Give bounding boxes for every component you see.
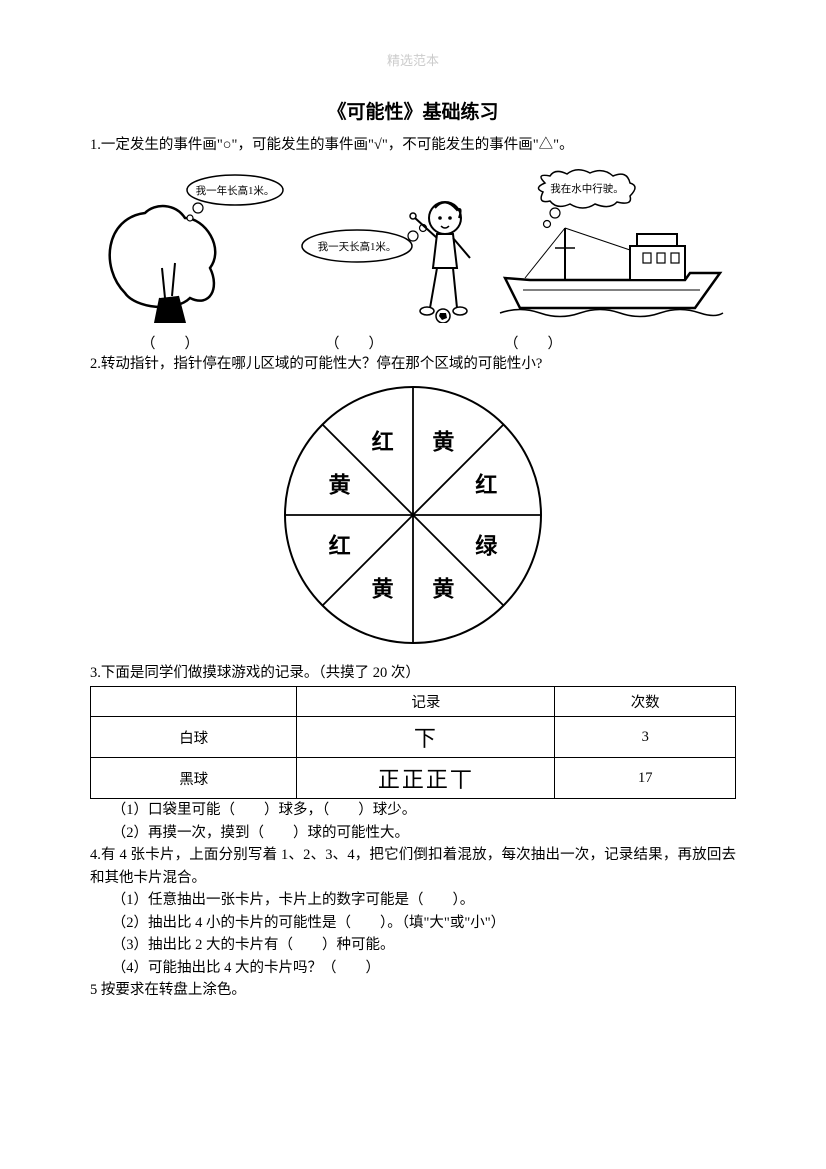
- ship-drawing: 我在水中行驶。: [495, 168, 725, 323]
- q1-images: 我一年长高1米。 我一天长高1米。: [90, 168, 736, 328]
- spinner-sector-label: 绿: [475, 533, 498, 558]
- q4-sub1: （1）任意抽出一张卡片，卡片上的数字可能是（ ）。: [90, 889, 736, 911]
- spinner-wheel: 黄红绿黄黄红黄红: [278, 380, 548, 650]
- spinner-sector-label: 黄: [329, 473, 351, 498]
- q3-sub2: （2）再摸一次，摸到（ ）球的可能性大。: [90, 822, 736, 844]
- count-black: 17: [555, 758, 736, 799]
- boy-drawing: 我一天长高1米。: [295, 168, 485, 323]
- q4-prompt: 4.有 4 张卡片，上面分别写着 1、2、3、4，把它们倒扣着混放，每次抽出一次…: [90, 844, 736, 889]
- q4-sub4: （4）可能抽出比 4 大的卡片吗？（ ）: [90, 957, 736, 979]
- tally-black: 正正正丅: [378, 767, 474, 792]
- th-record: 记录: [297, 687, 555, 717]
- th-count: 次数: [555, 687, 736, 717]
- q1-blank-1: （ ）: [90, 332, 250, 353]
- spinner-sector-label: 红: [372, 430, 394, 455]
- spinner-sector-label: 红: [329, 533, 351, 558]
- q1-blank-2: （ ）: [250, 332, 458, 353]
- tree-drawing: 我一年长高1米。: [90, 168, 285, 323]
- th-blank: [91, 687, 297, 717]
- table-row: 白球 下 3: [91, 717, 736, 758]
- q4-sub2: （2）抽出比 4 小的卡片的可能性是（ ）。（填"大"或"小"）: [90, 912, 736, 934]
- row-label-white: 白球: [91, 717, 297, 758]
- q5-prompt: 5 按要求在转盘上涂色。: [90, 979, 736, 1001]
- q1-blanks: （ ） （ ） （ ）: [90, 332, 736, 353]
- ship-bubble-text: 我在水中行驶。: [550, 182, 624, 195]
- spinner-sector-label: 黄: [432, 576, 454, 601]
- table-row: 黑球 正正正丅 17: [91, 758, 736, 799]
- q4-sub3: （3）抽出比 2 大的卡片有（ ）种可能。: [90, 934, 736, 956]
- q1-prompt: 1.一定发生的事件画"○"，可能发生的事件画"√"，不可能发生的事件画"△"。: [90, 134, 736, 156]
- q2-prompt: 2.转动指针，指针停在哪儿区域的可能性大？停在那个区域的可能性小?: [90, 353, 736, 375]
- tally-white: 下: [414, 726, 438, 751]
- tally-table: 记录 次数 白球 下 3 黑球 正正正丅 17: [90, 686, 736, 799]
- header-label: 精选范本: [90, 50, 736, 69]
- q1-blank-3: （ ）: [458, 332, 608, 353]
- q3-prompt: 3.下面是同学们做摸球游戏的记录。（共摸了 20 次）: [90, 662, 736, 684]
- row-label-black: 黑球: [91, 758, 297, 799]
- spinner-sector-label: 黄: [432, 430, 454, 455]
- spinner-sector-label: 黄: [372, 576, 394, 601]
- boy-bubble-text: 我一天长高1米。: [318, 240, 397, 253]
- count-white: 3: [555, 717, 736, 758]
- page-title: 《可能性》基础练习: [90, 97, 736, 124]
- q3-sub1: （1）口袋里可能（ ）球多，（ ）球少。: [90, 799, 736, 821]
- spinner-sector-label: 红: [475, 473, 497, 498]
- tree-bubble-text: 我一年长高1米。: [196, 184, 275, 197]
